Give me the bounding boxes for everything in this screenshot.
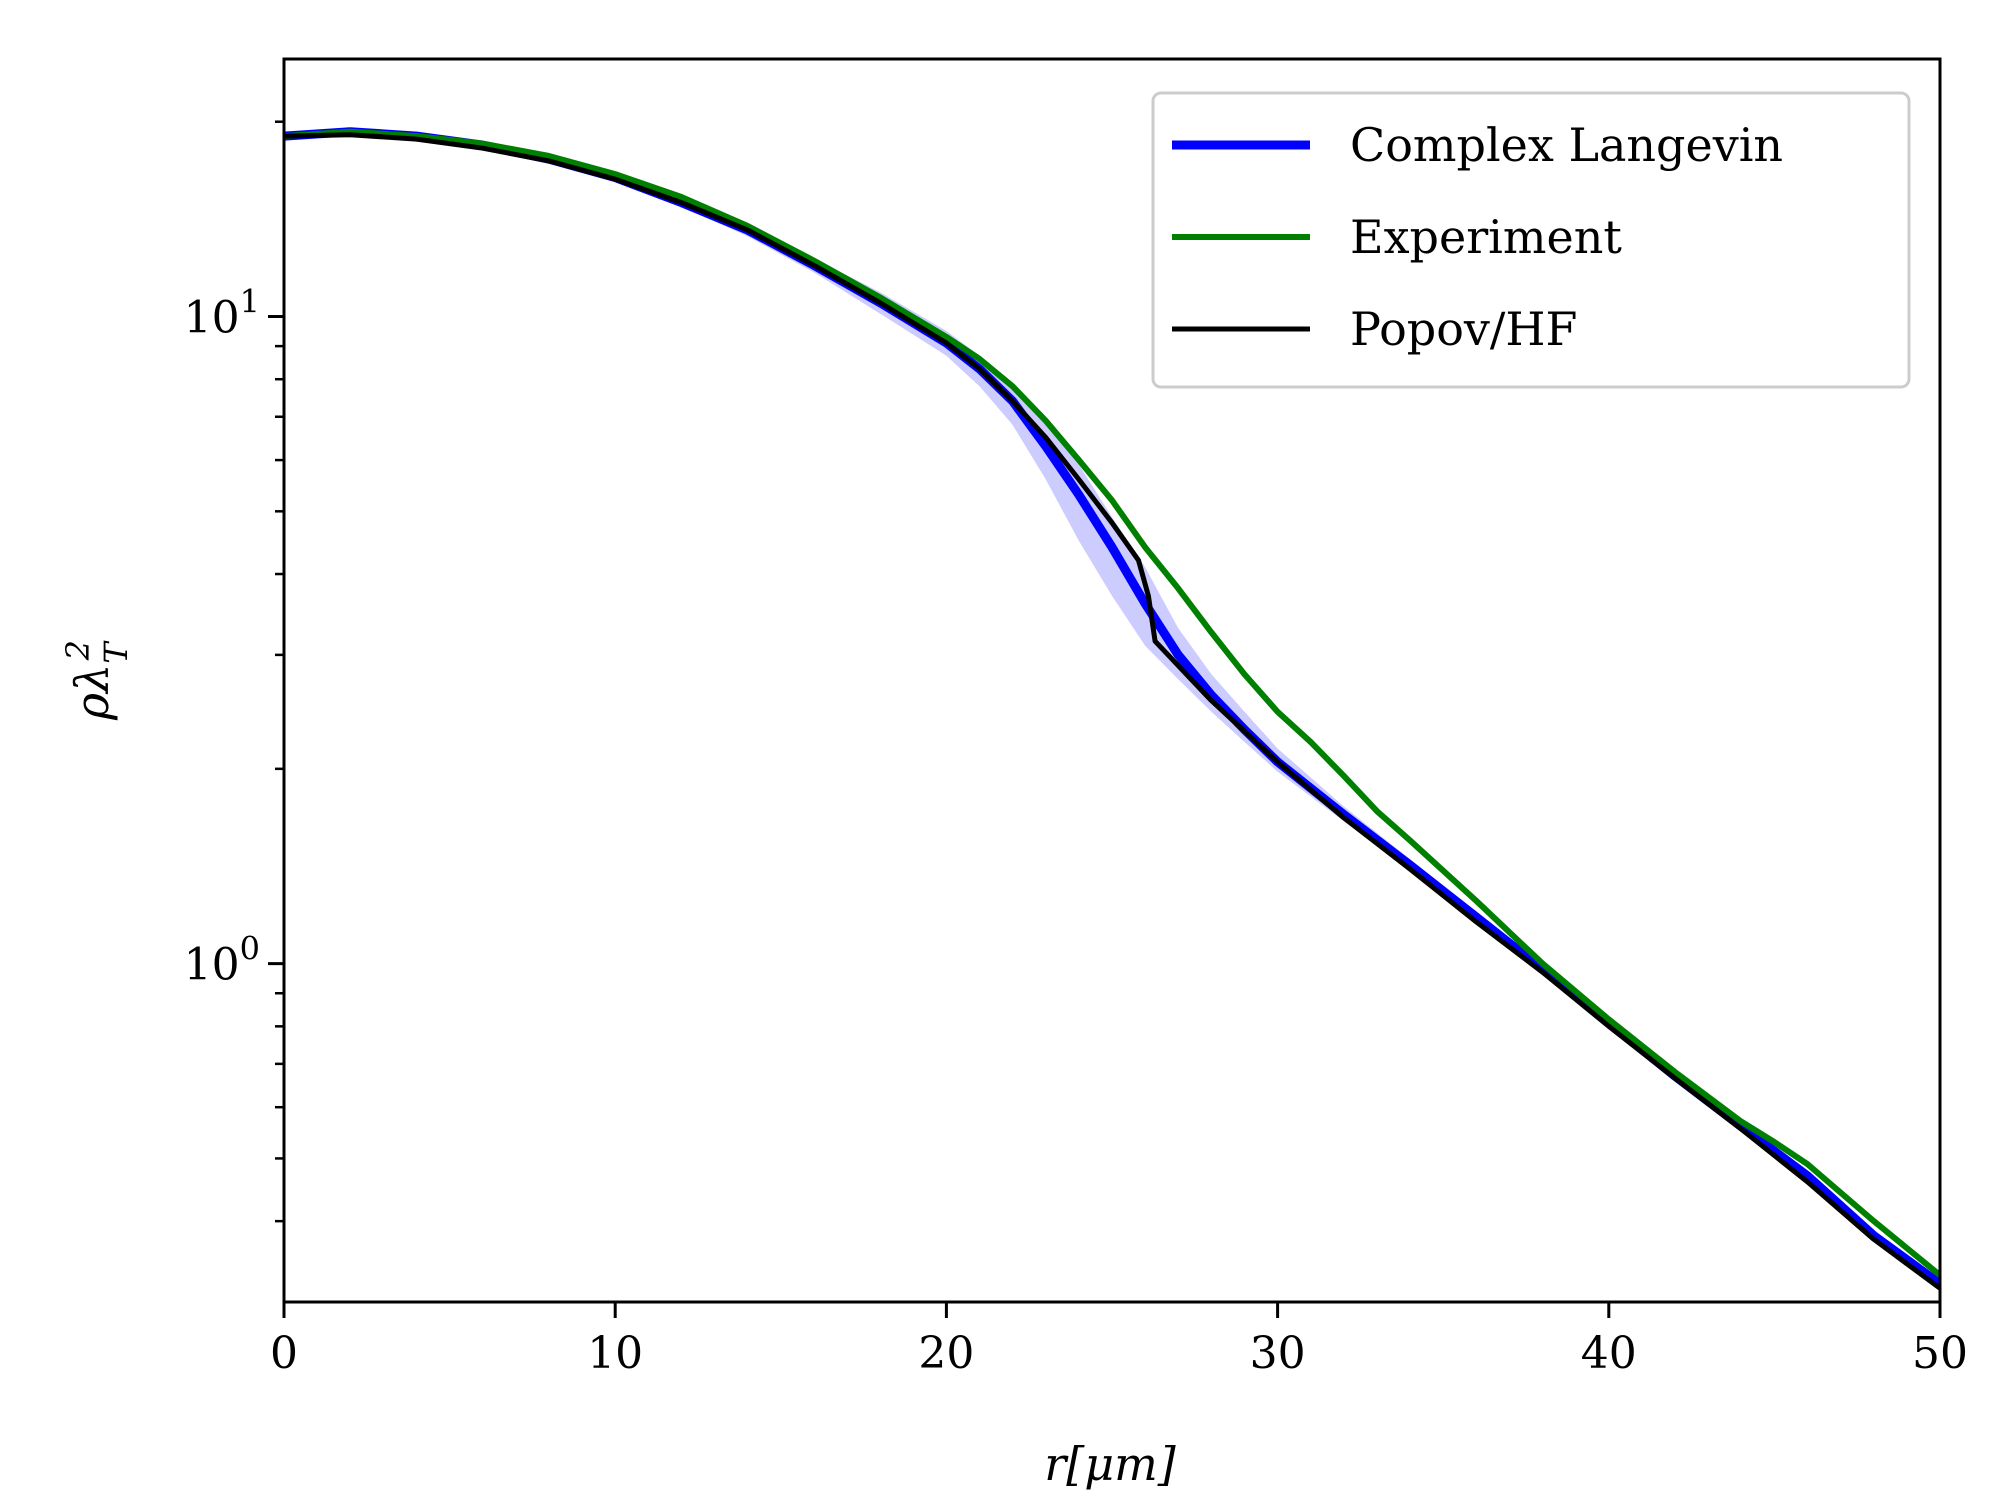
x-tick-label: 20 [918,1328,974,1379]
y-tick-label: 101 [184,283,260,344]
x-tick-label: 50 [1912,1328,1968,1379]
svg-text:ρλT2: ρλT2 [59,640,135,721]
plot-frame [282,57,1942,1304]
legend-label-experiment: Experiment [1350,210,1622,264]
series-line-popov-hf [284,132,1940,1291]
x-axis: 0 10 20 30 40 50 [270,1302,1968,1379]
y-axis: 100 101 [184,120,284,1223]
legend-label-popov-hf: Popov/HF [1350,302,1577,356]
legend-box [1151,91,1911,389]
x-axis-label: r[μm] [1044,1437,1175,1491]
legend-label-complex-langevin: Complex Langevin [1350,118,1783,172]
series-line-experiment [284,128,1940,1279]
x-tick-label: 10 [587,1328,643,1379]
y-tick-label: 100 [184,930,260,991]
y-axis-label: ρλT2 [59,640,135,721]
x-tick-label: 30 [1250,1328,1306,1379]
plot-area [284,127,1940,1291]
legend: Complex Langevin Experiment Popov/HF [1151,91,1911,389]
x-tick-label: 40 [1581,1328,1637,1379]
x-tick-label: 0 [270,1328,298,1379]
